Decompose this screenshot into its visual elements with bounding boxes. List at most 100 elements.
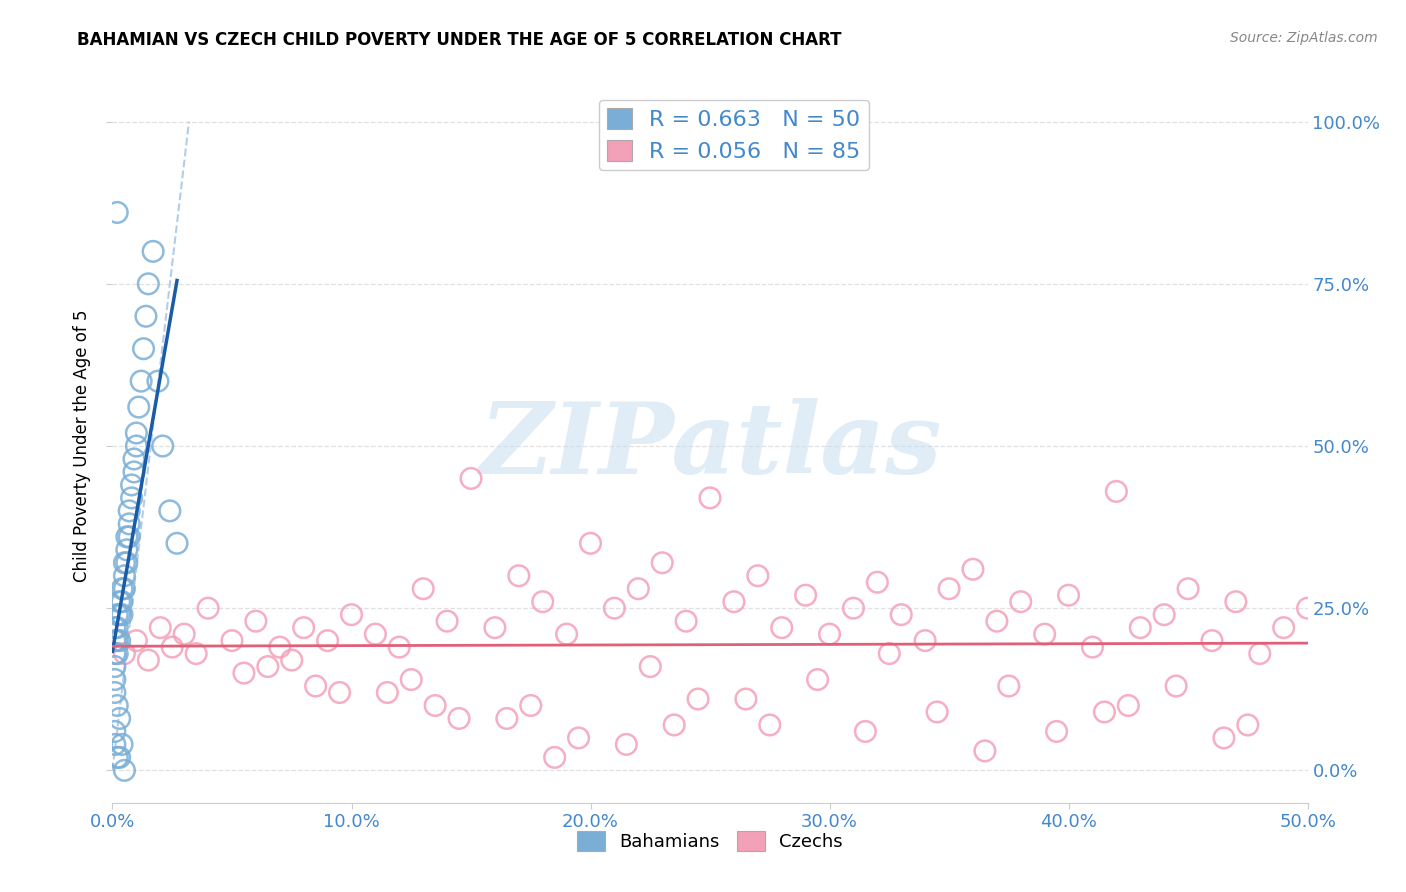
Point	[111, 582, 134, 596]
Point	[105, 205, 128, 219]
Point	[664, 718, 686, 732]
Point	[603, 601, 626, 615]
Point	[1296, 601, 1319, 615]
Point	[425, 698, 447, 713]
Point	[329, 685, 352, 699]
Point	[105, 633, 128, 648]
Point	[377, 685, 399, 699]
Point	[579, 536, 602, 550]
Point	[855, 724, 877, 739]
Point	[699, 491, 721, 505]
Point	[1166, 679, 1188, 693]
Point	[1010, 595, 1032, 609]
Y-axis label: Child Poverty Under the Age of 5: Child Poverty Under the Age of 5	[73, 310, 91, 582]
Point	[104, 673, 127, 687]
Point	[305, 679, 328, 693]
Point	[108, 750, 131, 764]
Point	[149, 621, 172, 635]
Point	[484, 621, 506, 635]
Point	[914, 633, 936, 648]
Point	[233, 666, 256, 681]
Point	[1272, 621, 1295, 635]
Point	[245, 614, 267, 628]
Text: BAHAMIAN VS CZECH CHILD POVERTY UNDER THE AGE OF 5 CORRELATION CHART: BAHAMIAN VS CZECH CHILD POVERTY UNDER TH…	[77, 31, 842, 49]
Point	[616, 738, 638, 752]
Point	[723, 595, 745, 609]
Point	[114, 647, 135, 661]
Point	[651, 556, 673, 570]
Point	[340, 607, 363, 622]
Point	[186, 647, 208, 661]
Point	[927, 705, 949, 719]
Point	[128, 400, 150, 414]
Point	[842, 601, 865, 615]
Point	[1201, 633, 1223, 648]
Point	[104, 659, 127, 673]
Point	[104, 738, 127, 752]
Point	[108, 633, 131, 648]
Point	[135, 310, 157, 324]
Point	[114, 568, 135, 582]
Point	[152, 439, 174, 453]
Point	[508, 568, 530, 582]
Point	[173, 627, 195, 641]
Point	[105, 647, 128, 661]
Point	[104, 685, 127, 699]
Point	[111, 738, 134, 752]
Point	[269, 640, 291, 654]
Point	[1033, 627, 1056, 641]
Point	[388, 640, 411, 654]
Point	[316, 633, 339, 648]
Point	[104, 724, 127, 739]
Point	[520, 698, 543, 713]
Point	[879, 647, 901, 661]
Point	[1249, 647, 1271, 661]
Point	[114, 582, 135, 596]
Point	[108, 607, 131, 622]
Point	[998, 679, 1021, 693]
Point	[1105, 484, 1128, 499]
Point	[1081, 640, 1104, 654]
Point	[104, 633, 127, 648]
Point	[938, 582, 960, 596]
Point	[1237, 718, 1260, 732]
Point	[292, 621, 315, 635]
Point	[735, 692, 758, 706]
Point	[496, 711, 519, 725]
Point	[890, 607, 912, 622]
Point	[1225, 595, 1247, 609]
Point	[747, 568, 769, 582]
Point	[111, 595, 134, 609]
Point	[531, 595, 554, 609]
Point	[118, 530, 141, 544]
Point	[115, 542, 138, 557]
Point	[132, 342, 155, 356]
Text: ZIPatlas: ZIPatlas	[479, 398, 941, 494]
Point	[1177, 582, 1199, 596]
Point	[115, 556, 138, 570]
Point	[364, 627, 387, 641]
Point	[866, 575, 889, 590]
Point	[118, 516, 141, 531]
Point	[1129, 621, 1152, 635]
Point	[460, 471, 482, 485]
Point	[543, 750, 565, 764]
Point	[436, 614, 458, 628]
Point	[555, 627, 578, 641]
Point	[129, 374, 152, 388]
Point	[675, 614, 697, 628]
Point	[105, 607, 128, 622]
Point	[121, 491, 143, 505]
Point	[146, 374, 169, 388]
Point	[114, 764, 135, 778]
Point	[1153, 607, 1175, 622]
Point	[794, 588, 817, 602]
Point	[122, 465, 145, 479]
Point	[105, 621, 128, 635]
Point	[138, 653, 160, 667]
Point	[807, 673, 830, 687]
Legend: Bahamians, Czechs: Bahamians, Czechs	[571, 823, 849, 858]
Point	[138, 277, 160, 291]
Point	[125, 439, 148, 453]
Point	[125, 633, 148, 648]
